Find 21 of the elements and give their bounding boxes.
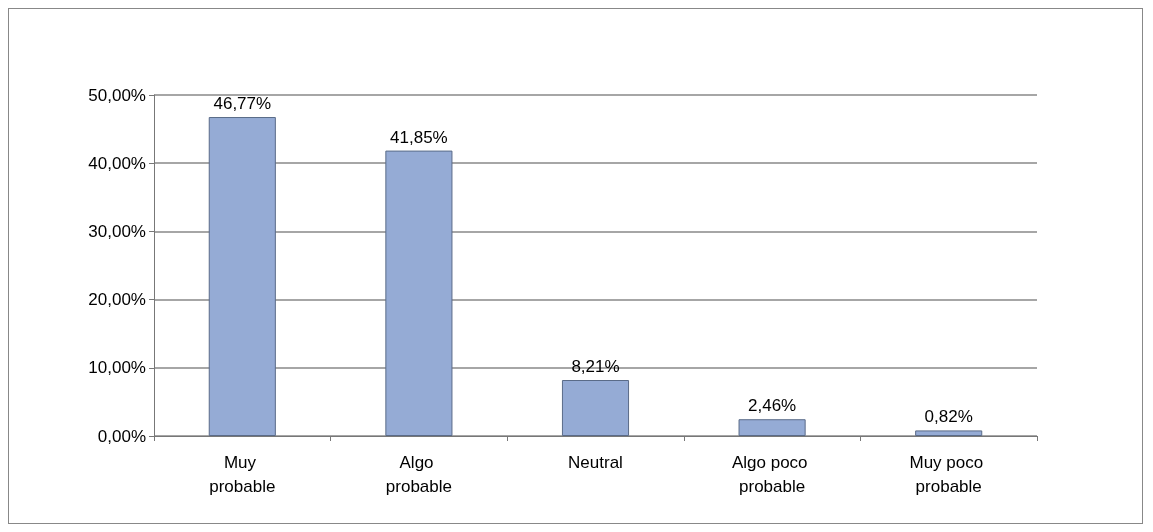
y-tick-label: 20,00% — [88, 290, 146, 310]
bar — [738, 419, 806, 436]
x-tick-label: Neutral — [568, 452, 623, 472]
data-label: 2,46% — [748, 396, 797, 416]
y-tick-label: 30,00% — [88, 221, 146, 241]
y-tick-label: 40,00% — [88, 153, 146, 173]
data-label: 46,77% — [213, 94, 272, 114]
bar — [208, 117, 276, 436]
x-tick-label: Muy probable — [209, 452, 276, 496]
x-tick-label: Algo poco probable — [731, 452, 813, 496]
data-label: 0,82% — [924, 407, 973, 427]
bar — [915, 430, 983, 436]
data-label: 41,85% — [390, 127, 448, 147]
bar — [385, 150, 453, 436]
x-tick-label: Muy poco probable — [909, 452, 988, 496]
y-tick-label: 0,00% — [97, 426, 146, 446]
y-tick-label: 50,00% — [88, 85, 146, 105]
x-tick-label: Algo probable — [385, 452, 452, 496]
data-label: 8,21% — [571, 357, 620, 377]
y-tick-label: 10,00% — [88, 358, 146, 378]
bar — [561, 380, 630, 436]
